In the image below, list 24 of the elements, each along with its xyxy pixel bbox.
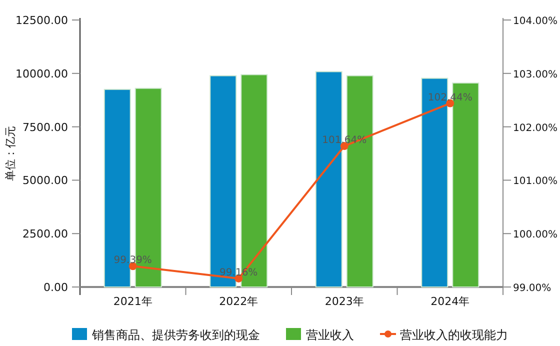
y2-tick-label: 104.00%	[513, 16, 558, 27]
y-axis-title: 单位：亿元	[4, 126, 17, 181]
data-label: 99.39%	[114, 255, 152, 266]
y-tick-label: 5000.00	[22, 174, 68, 188]
x-tick-label: 2023年	[324, 295, 364, 308]
x-tick-label: 2021年	[113, 295, 152, 308]
y2-tick-label: 99.00%	[513, 283, 552, 294]
y2-tick-label: 101.00%	[513, 176, 558, 188]
data-label: 99.16%	[220, 267, 258, 278]
y-tick-label: 0.00	[44, 281, 68, 294]
x-tick-label: 2024年	[430, 295, 470, 308]
data-label: 102.44%	[428, 92, 472, 104]
y2-tick-label: 102.00%	[513, 122, 558, 134]
data-label: 101.64%	[322, 135, 367, 146]
y2-tick-label: 103.00%	[513, 69, 558, 80]
y-tick-label: 10000.00	[16, 67, 68, 80]
x-tick-label: 2022年	[219, 295, 258, 308]
y-tick-label: 7500.00	[22, 120, 68, 134]
y-tick-label: 2500.00	[22, 228, 68, 241]
y2-tick-label: 100.00%	[513, 230, 558, 241]
y-tick-label: 12500.00	[16, 14, 68, 27]
legend-label: 营业收入的收现能力	[400, 328, 508, 342]
legend-label: 营业收入	[306, 328, 354, 342]
legend-label: 销售商品、提供劳务收到的现金	[91, 328, 260, 342]
